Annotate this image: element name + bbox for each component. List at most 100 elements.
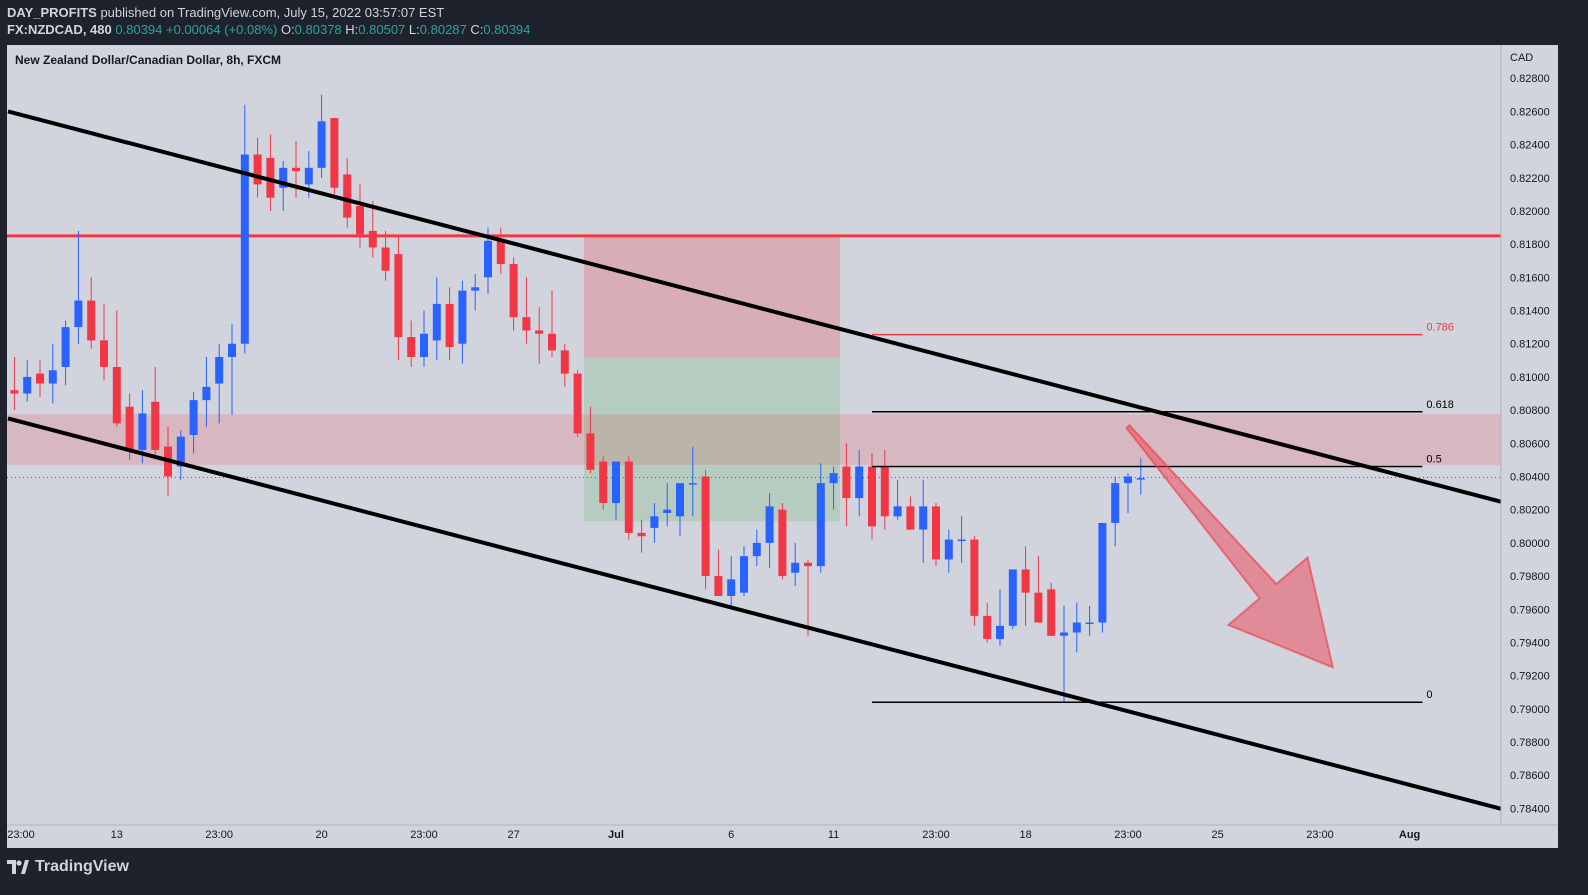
candle-body — [151, 401, 160, 450]
time-tick-label: 23:00 — [1306, 829, 1334, 841]
candle-body — [407, 337, 416, 357]
candle-body — [906, 506, 915, 530]
candle-body — [368, 230, 377, 248]
candle-body — [1072, 622, 1081, 633]
candle-body — [663, 509, 672, 513]
candle-body — [100, 340, 108, 367]
time-tick-label: 23:00 — [922, 829, 950, 841]
candle-body — [624, 461, 633, 533]
price-tick-label: 0.80800 — [1510, 405, 1550, 417]
candle-body — [266, 157, 275, 198]
price-tick-label: 0.81600 — [1510, 272, 1550, 284]
candle-body — [176, 436, 185, 467]
time-tick-label: Aug — [1399, 829, 1420, 841]
candle-body — [919, 506, 928, 530]
candle-body — [535, 330, 544, 334]
candle-body — [676, 483, 684, 517]
price-tick-label: 0.81400 — [1510, 306, 1550, 318]
candle-body — [48, 370, 57, 384]
price-chart[interactable]: 0.786 0.618 0.5 0 CAD 0.82800 0.82600 0.82400 0.… — [7, 45, 1564, 848]
publisher-line: DAY_PROFITS published on TradingView.com… — [7, 5, 444, 20]
candle-body — [36, 373, 44, 384]
low-value: 0.80287 — [419, 22, 467, 37]
supply-zone — [7, 414, 1501, 465]
candle-body — [138, 413, 147, 450]
candle-body — [765, 506, 774, 543]
header-bar: DAY_PROFITS published on TradingView.com… — [0, 0, 1588, 44]
candle-body — [560, 350, 569, 374]
candle-body — [816, 483, 825, 567]
candle-body — [61, 327, 70, 367]
candle-body — [970, 539, 979, 616]
candle-body — [112, 366, 121, 424]
candle-body — [1021, 569, 1030, 593]
price-tick-label: 0.78800 — [1510, 737, 1550, 749]
candle-body — [74, 300, 83, 328]
lower-channel-line — [7, 416, 1539, 821]
time-tick-label: 18 — [1019, 829, 1031, 841]
candle-body — [381, 247, 390, 271]
candle-body — [829, 473, 838, 484]
fib-level-label: 0.5 — [1426, 454, 1441, 466]
candle-body — [1124, 476, 1132, 484]
open-label: O: — [280, 22, 295, 37]
time-tick-label: 27 — [507, 829, 519, 841]
price-tick-label: 0.79200 — [1510, 671, 1550, 683]
fib-level-label: 0.618 — [1426, 399, 1454, 411]
candle-body — [893, 506, 902, 517]
candle-body — [548, 333, 556, 351]
candle-body — [228, 343, 236, 357]
candle-body — [292, 167, 300, 172]
price-tick-label: 0.82400 — [1510, 140, 1550, 152]
candle-body — [189, 400, 198, 435]
candle-body — [356, 205, 364, 235]
candle-body — [983, 615, 992, 640]
price-tick-label: 0.80400 — [1510, 471, 1550, 483]
candle-body — [1047, 589, 1056, 636]
price-change: +0.00064 (+0.08%) — [166, 22, 278, 37]
candle-body — [880, 466, 889, 517]
candle-body — [612, 461, 620, 504]
candle-body — [573, 373, 582, 434]
candle-body — [740, 556, 748, 593]
candle-body — [471, 287, 480, 291]
chart-area[interactable]: 0.786 0.618 0.5 0 CAD 0.82800 0.82600 0.82400 0.… — [7, 45, 1564, 848]
time-tick-label: 23:00 — [1114, 829, 1142, 841]
candle-body — [957, 539, 966, 542]
candle-body — [1136, 478, 1145, 480]
price-tick-label: 0.80000 — [1510, 538, 1550, 550]
price-tick-label: 0.79600 — [1510, 604, 1550, 616]
chart-title: New Zealand Dollar/Canadian Dollar, 8h, … — [15, 53, 282, 67]
candle-body — [432, 303, 441, 341]
time-tick-label: 11 — [828, 829, 839, 841]
symbol-name[interactable]: FX:NZDCAD, 480 — [7, 22, 112, 37]
candle-body — [522, 317, 531, 331]
candle-body — [778, 509, 787, 577]
tradingview-logo[interactable]: TradingView — [7, 858, 129, 876]
candle-body — [688, 483, 697, 485]
candle-body — [445, 303, 454, 348]
candle-body — [1034, 592, 1043, 623]
time-tick-label: 23:00 — [7, 829, 35, 841]
price-tick-label: 0.81800 — [1510, 239, 1550, 251]
upper-channel-line — [7, 109, 1564, 520]
time-axis — [7, 825, 1558, 848]
candle-body — [842, 466, 851, 499]
publisher-name[interactable]: DAY_PROFITS — [7, 5, 97, 20]
published-text: published on TradingView.com, July 15, 2… — [100, 5, 445, 20]
candle-body — [253, 154, 262, 185]
candle-body — [752, 542, 761, 557]
price-axis — [1501, 45, 1558, 848]
candle-body — [1098, 522, 1107, 623]
candle-body — [23, 376, 32, 394]
time-tick-label: 6 — [728, 829, 734, 841]
candle-body — [791, 562, 800, 573]
candle-body — [10, 390, 19, 394]
candle-body — [1008, 569, 1017, 626]
candle-body — [496, 240, 505, 265]
fib-level-label: 0 — [1426, 689, 1432, 701]
candle-body — [932, 506, 940, 560]
close-value: 0.80394 — [483, 22, 531, 37]
price-tick-label: 0.78400 — [1510, 803, 1550, 815]
candle-body — [87, 300, 96, 341]
